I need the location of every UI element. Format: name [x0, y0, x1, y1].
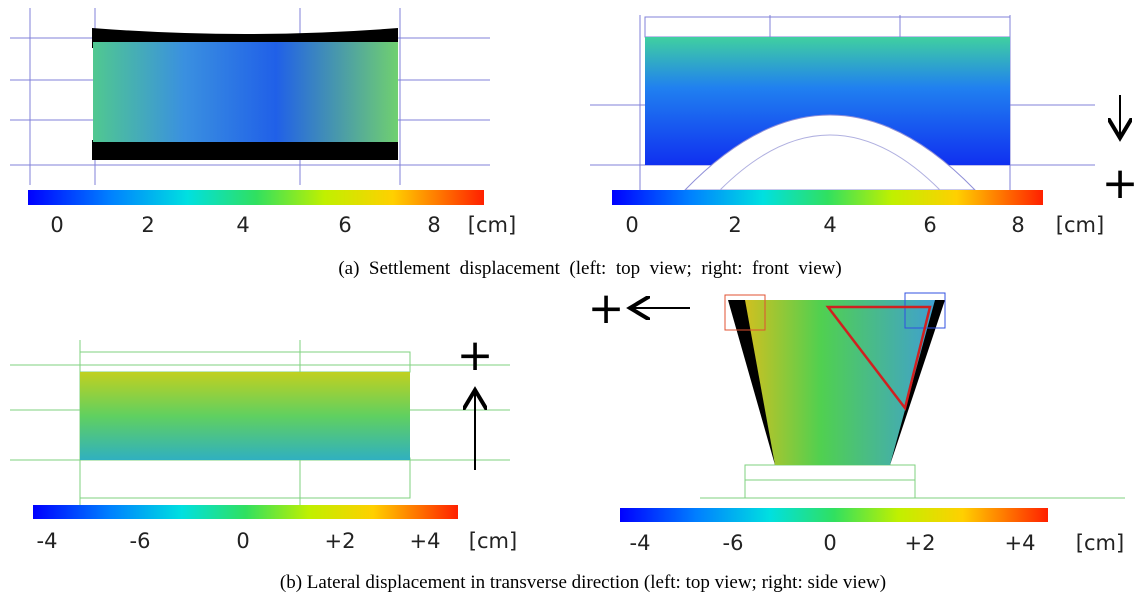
arch — [683, 114, 977, 191]
sign-label: + — [1102, 158, 1139, 209]
colorbar-tick-label: 4 — [823, 213, 836, 237]
colorbar-unit: [cm] — [468, 213, 516, 237]
colorbar-tick-label: 0 — [625, 213, 638, 237]
displacement-field — [745, 300, 935, 465]
colorbar-tick-label: -4 — [630, 531, 651, 555]
colorbar-tick-label: 8 — [427, 213, 440, 237]
colorbar-tick-label: 8 — [1011, 213, 1024, 237]
colorbar-tick-label: 4 — [236, 213, 249, 237]
displacement-field — [80, 372, 410, 460]
colorbar-unit: [cm] — [1056, 213, 1104, 237]
colorbar-tick-label: +4 — [1005, 531, 1036, 555]
sign-label: + — [457, 330, 494, 381]
displacement-field — [93, 42, 398, 142]
colorbar — [33, 505, 458, 519]
colorbar-tick-label: 0 — [823, 531, 836, 555]
colorbar-tick-label: 2 — [728, 213, 741, 237]
colorbar-tick-label: 6 — [338, 213, 351, 237]
colorbar-tick-label: 6 — [923, 213, 936, 237]
colorbar — [612, 190, 1043, 205]
caption: (b) Lateral displacement in transverse d… — [280, 572, 886, 593]
arch-inner — [719, 134, 941, 191]
colorbar — [28, 190, 484, 205]
colorbar-tick-label: +4 — [410, 529, 441, 553]
colorbar-tick-label: 2 — [141, 213, 154, 237]
colorbar-tick-label: +2 — [325, 529, 356, 553]
colorbar-tick-label: +2 — [905, 531, 936, 555]
colorbar — [620, 508, 1048, 522]
sign-label: + — [588, 283, 625, 334]
colorbar-tick-label: 0 — [50, 213, 63, 237]
colorbar-unit: [cm] — [1076, 531, 1124, 555]
colorbar-tick-label: 0 — [236, 529, 249, 553]
block-left — [724, 294, 766, 331]
colorbar-tick-label: -6 — [130, 529, 151, 553]
colorbar-unit: [cm] — [469, 529, 517, 553]
failure-wedge — [825, 305, 932, 411]
colorbar-tick-label: -6 — [723, 531, 744, 555]
colorbar-tick-label: -4 — [37, 529, 58, 553]
caption: (a) Settlement displacement (left: top v… — [338, 258, 841, 279]
